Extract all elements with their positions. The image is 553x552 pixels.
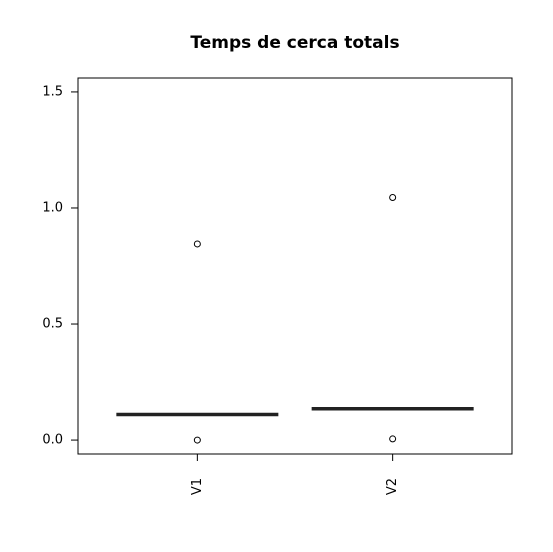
x-tick-label: V2 <box>385 478 400 495</box>
y-tick-label: 0.0 <box>42 433 63 448</box>
boxplot-marks <box>116 194 474 444</box>
x-axis: V1 V2 <box>190 454 400 495</box>
chart-title: Temps de cerca totals <box>190 33 399 53</box>
outlier-point <box>389 194 397 202</box>
plot-frame <box>77 77 513 455</box>
y-tick-label: 1.5 <box>42 84 63 99</box>
outlier-point <box>193 240 201 248</box>
outlier-point <box>389 435 397 443</box>
y-tick-label: 1.0 <box>42 200 63 215</box>
outlier-point <box>193 436 201 444</box>
x-tick-label: V1 <box>190 478 205 495</box>
y-tick-label: 0.5 <box>42 317 63 332</box>
y-axis: 0.0 0.5 1.0 1.5 <box>42 84 78 448</box>
